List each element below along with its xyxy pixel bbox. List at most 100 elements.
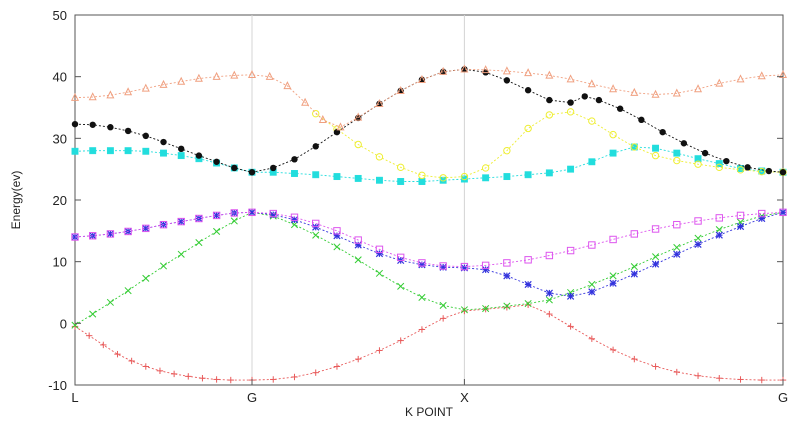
- series-1-point-19: [439, 301, 447, 310]
- series-7: [70, 64, 788, 131]
- y-axis-ticks: -10 0 10 20 30 40 50: [48, 8, 783, 393]
- series-0: [71, 301, 787, 384]
- series-1-point-17: [397, 282, 405, 290]
- series-1-point-13: [312, 231, 320, 239]
- series-5: [312, 108, 787, 182]
- series-6-point-33: [723, 157, 730, 165]
- series-7-point-10: [247, 69, 257, 79]
- series-7-point-25: [545, 70, 554, 79]
- series-3-point-15: [354, 236, 362, 244]
- series-7-point-21: [460, 64, 469, 73]
- series-3-point-0: [71, 233, 79, 241]
- series-5-point-15: [630, 143, 639, 151]
- series-6-point-12: [291, 156, 298, 163]
- series-3-point-34: [758, 209, 766, 218]
- series-6: [71, 66, 787, 176]
- series-1-point-23: [524, 300, 532, 308]
- series-1-point-2-b: [106, 298, 114, 306]
- y-tick-label: 10: [53, 255, 67, 270]
- y-tick-label: 30: [53, 131, 67, 146]
- series-0-point-21: [439, 315, 447, 322]
- series-group: [70, 64, 788, 384]
- series-0-point-34: [716, 375, 723, 382]
- series-6-point-0: [71, 120, 79, 128]
- series-1-point-31: [694, 234, 702, 242]
- series-7-point-27: [587, 79, 596, 88]
- y-tick-label: 20: [53, 193, 67, 208]
- series-7-point-9: [230, 70, 239, 79]
- series-6-point-32: [701, 149, 709, 157]
- series-2-point-29: [651, 260, 660, 268]
- x-tick-label: G: [778, 390, 788, 405]
- series-2-point-32-b: [715, 231, 723, 239]
- series-0-point-2: [100, 341, 107, 349]
- series-6-point-28: [616, 105, 624, 112]
- series-7-point-36: [778, 69, 788, 79]
- series-4-point-5: [160, 149, 167, 157]
- series-2-point-32: [715, 231, 723, 239]
- series-7-point-5: [159, 79, 168, 88]
- series-1-point-30-b: [673, 243, 681, 252]
- series-5-point-20: [736, 166, 745, 174]
- series-1-point-5-b: [159, 262, 168, 270]
- series-7-point-18: [396, 86, 405, 95]
- series-7-point-4: [141, 83, 150, 92]
- series-0-point-29: [609, 346, 617, 354]
- series-4-point-1: [89, 147, 97, 155]
- series-0-point-11: [227, 376, 234, 384]
- series-3-point-8: [212, 211, 221, 220]
- series-6-point-9: [231, 164, 238, 172]
- series-3-point-20: [460, 262, 469, 271]
- series-1-point-20: [460, 306, 468, 314]
- series-0-point-0: [71, 323, 79, 330]
- y-tick-label: 0: [60, 316, 67, 331]
- series-0-point-14: [291, 373, 298, 381]
- series-0-point-8: [185, 373, 192, 380]
- series-2-point-2-b: [106, 230, 115, 238]
- series-1-point-8-b: [213, 227, 221, 236]
- series-7-point-22: [481, 65, 490, 74]
- series-4-point-15: [354, 174, 362, 182]
- series-7-point-6: [177, 76, 186, 85]
- series-1-point-31-b: [694, 234, 702, 242]
- series-3-point-9: [230, 209, 239, 217]
- series-1-point-30: [673, 243, 681, 252]
- series-7-point-12: [283, 81, 292, 90]
- series-6-point-6: [178, 145, 185, 153]
- series-6-point-10: [248, 169, 256, 176]
- series-1-point-9-b: [230, 217, 238, 225]
- x-tick-label: G: [247, 390, 257, 405]
- series-1-point-14: [333, 243, 341, 251]
- series-0-point-18: [376, 347, 383, 354]
- series-2-point-23: [524, 280, 532, 289]
- series-1-point-23-b: [524, 300, 532, 308]
- series-4-point-27: [609, 149, 617, 157]
- series-7-point-20: [439, 66, 448, 75]
- series-4-point-14: [333, 173, 341, 181]
- series-3-point-35: [779, 208, 787, 217]
- series-6-point-27: [595, 96, 603, 104]
- series-3-point-21: [481, 261, 490, 270]
- series-3-point-26: [588, 241, 596, 249]
- series-7-point-3: [124, 87, 133, 96]
- series-2-point-12-b: [290, 216, 299, 224]
- series-2-point-25: [566, 292, 575, 300]
- series-1-line: [74, 211, 784, 326]
- series-1-point-24: [545, 296, 553, 304]
- series-1-point-18: [418, 293, 426, 301]
- series-0-point-6: [156, 367, 164, 375]
- series-5-point-7: [460, 172, 469, 181]
- series-5-point-17: [673, 156, 681, 165]
- series-3-point-11: [269, 209, 277, 218]
- series-7-point-0: [70, 92, 80, 101]
- series-1-point-32-b: [715, 226, 723, 234]
- series-5-point-8: [481, 164, 490, 172]
- series-4-point-23: [524, 171, 532, 179]
- series-3-point-2: [106, 230, 115, 238]
- series-5-point-21: [758, 167, 766, 176]
- series-1-point-1-b: [89, 310, 97, 318]
- series-4-point-20: [460, 175, 468, 183]
- series-4-point-21: [482, 174, 490, 182]
- series-1-point-26-b: [588, 280, 596, 289]
- y-tick-label: 40: [53, 70, 67, 85]
